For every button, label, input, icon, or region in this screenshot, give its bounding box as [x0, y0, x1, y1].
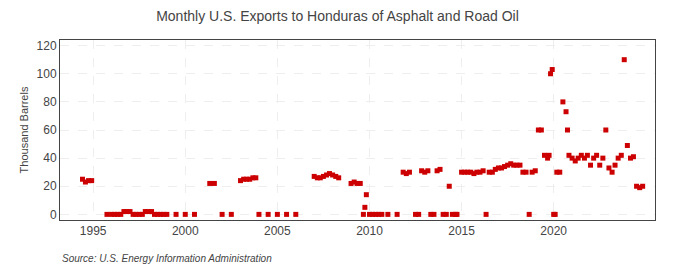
svg-text:120: 120: [37, 39, 57, 53]
svg-text:Monthly U.S. Exports to Hondur: Monthly U.S. Exports to Honduras of Asph…: [156, 8, 519, 24]
svg-text:2015: 2015: [448, 224, 475, 238]
svg-text:2000: 2000: [172, 224, 199, 238]
svg-text:1995: 1995: [80, 224, 107, 238]
svg-text:2020: 2020: [540, 224, 567, 238]
svg-text:60: 60: [43, 123, 57, 137]
svg-text:2010: 2010: [356, 224, 383, 238]
svg-text:0: 0: [50, 208, 57, 222]
svg-text:100: 100: [37, 67, 57, 81]
svg-text:2005: 2005: [264, 224, 291, 238]
svg-text:40: 40: [43, 151, 57, 165]
svg-text:20: 20: [43, 179, 57, 193]
svg-text:80: 80: [43, 95, 57, 109]
svg-text:Thousand Barrels: Thousand Barrels: [18, 86, 30, 173]
svg-text:Source: U.S. Energy Informatio: Source: U.S. Energy Information Administ…: [62, 253, 272, 264]
